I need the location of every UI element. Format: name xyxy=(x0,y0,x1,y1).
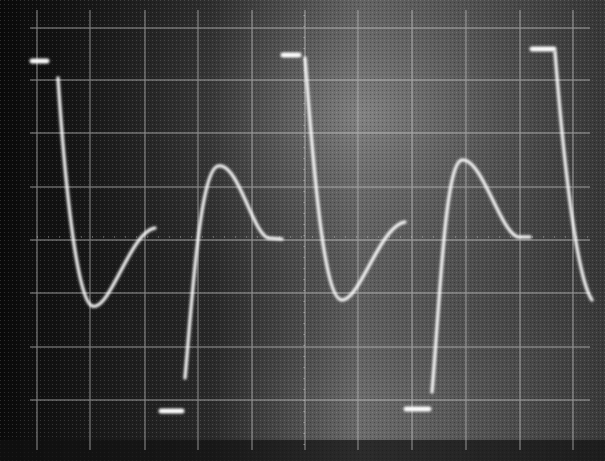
waveform-trace xyxy=(56,50,594,394)
trace-segment xyxy=(553,50,594,302)
trace-segment xyxy=(183,164,284,380)
screen-bottom-edge xyxy=(0,440,605,461)
level-markers xyxy=(29,46,557,414)
trace-segment xyxy=(430,158,532,394)
trace-segment xyxy=(303,56,407,302)
trace-segment xyxy=(56,76,157,308)
graticule xyxy=(30,10,590,450)
